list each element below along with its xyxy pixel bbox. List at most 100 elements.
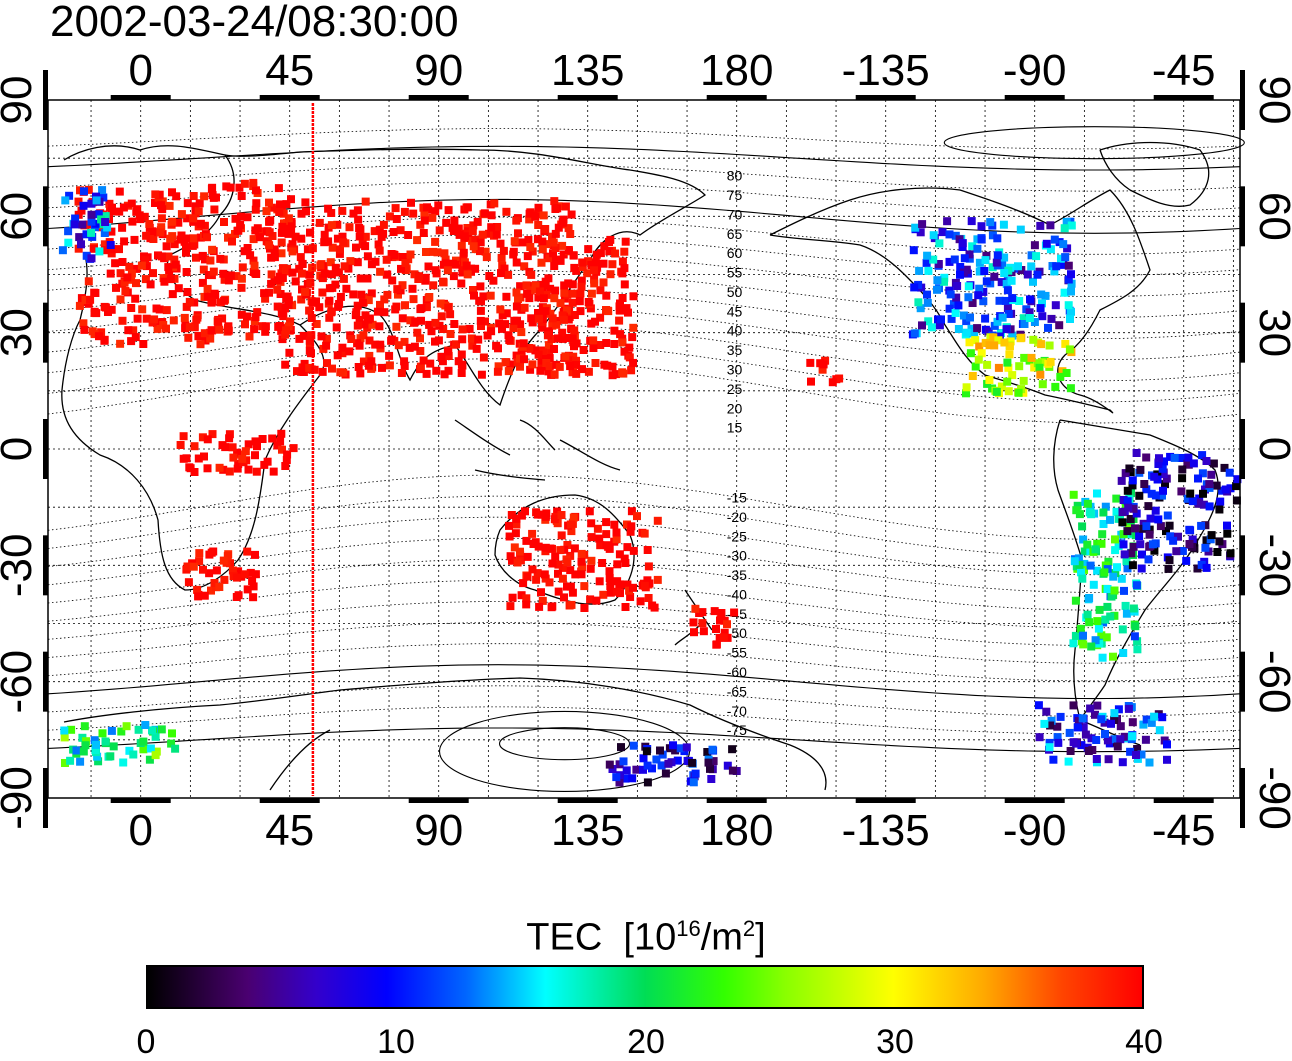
mlat-label-south: -25 [727, 528, 747, 544]
tec-cell [622, 766, 631, 775]
tec-cell [1051, 382, 1060, 391]
tec-cell [968, 372, 977, 380]
tec-cell [156, 228, 165, 237]
tec-cell [1194, 498, 1203, 507]
tec-cell [338, 206, 347, 215]
tec-cell [1056, 712, 1065, 721]
tec-cell [1233, 475, 1242, 484]
tec-cell [283, 450, 292, 459]
tec-cell [1014, 262, 1022, 271]
y-tick-label-left: -90 [0, 766, 41, 830]
tec-cell [182, 243, 190, 252]
tec-cell [511, 529, 520, 538]
tec-cell [400, 362, 409, 370]
tec-cell [1114, 705, 1123, 714]
tec-cell [937, 315, 945, 324]
tec-cell [133, 205, 142, 214]
mlat-label-north: 60 [727, 245, 743, 261]
tec-cell [1110, 586, 1119, 595]
tec-cell [1198, 469, 1207, 478]
tec-cell [238, 263, 247, 272]
tec-cell [1161, 480, 1169, 489]
x-tick-label-top: 0 [128, 46, 152, 95]
tec-cell [523, 572, 532, 581]
tec-cell [211, 291, 220, 299]
tec-cell [577, 282, 586, 291]
tec-cell [103, 223, 112, 232]
tec-cell [589, 344, 598, 352]
tec-cell [212, 566, 221, 575]
tec-cell [485, 229, 493, 238]
tec-cell [249, 235, 258, 244]
tec-cell [699, 627, 708, 636]
tec-cell [423, 203, 431, 212]
tec-cell [60, 733, 69, 742]
tec-cell [498, 311, 507, 320]
tec-cell [137, 261, 146, 270]
tec-cell [375, 246, 384, 255]
tec-cell [361, 232, 370, 241]
tec-cell [558, 311, 567, 320]
tec-cell [75, 301, 84, 310]
x-tick-label-bottom: 180 [700, 806, 773, 855]
tec-cell [1119, 496, 1128, 504]
tec-cell [1040, 719, 1049, 728]
tec-cell [538, 245, 547, 254]
tec-cell [1124, 704, 1133, 713]
tec-cell [435, 226, 444, 235]
tec-cell [325, 284, 334, 293]
y-tick-label-left: -60 [0, 650, 41, 714]
tec-cell [956, 270, 964, 279]
tec-cell [548, 559, 557, 568]
tec-cell [486, 291, 495, 300]
tec-cell [86, 295, 95, 304]
tec-cell [130, 235, 139, 244]
tec-cell [1145, 530, 1154, 539]
tec-cell [935, 239, 944, 248]
tec-cell [927, 323, 936, 332]
tec-cell [422, 303, 431, 312]
tec-cell [70, 220, 79, 229]
tec-cell [522, 600, 531, 609]
tec-cell [282, 200, 291, 209]
tec-cell [1133, 637, 1142, 646]
tec-cell [1100, 568, 1109, 577]
tec-cell [493, 367, 502, 376]
tec-cell [1067, 279, 1076, 288]
tec-cell [328, 243, 337, 252]
tec-cell [566, 230, 575, 238]
tec-cell [507, 511, 516, 519]
tec-cell [569, 251, 578, 260]
tec-cell [1032, 252, 1041, 261]
tec-cell [1049, 755, 1058, 764]
tec-cell [1097, 539, 1106, 548]
mlat-contour [47, 216, 1241, 255]
tec-cell [544, 341, 553, 350]
tec-cell [416, 347, 425, 355]
tec-cell [1122, 557, 1131, 566]
tec-cell [554, 587, 563, 596]
tec-cell [87, 217, 96, 226]
tec-cell [806, 358, 815, 367]
tec-cell [98, 186, 107, 195]
tec-cell [1151, 506, 1160, 515]
tec-cell [338, 349, 347, 358]
tec-cell [1132, 581, 1141, 590]
tec-cell [265, 217, 274, 226]
tec-cell [1123, 486, 1132, 495]
tec-cell [141, 256, 150, 265]
tec-cell [64, 238, 73, 247]
tec-cell [708, 745, 717, 754]
tec-cell [323, 359, 331, 368]
tec-cell [523, 552, 532, 561]
tec-cell [1046, 221, 1055, 230]
tec-cell [728, 766, 737, 775]
tec-cell [332, 323, 341, 332]
tec-cell [220, 575, 229, 584]
tec-cell [129, 326, 138, 335]
tec-cell [468, 341, 477, 350]
tec-cell [1103, 602, 1112, 611]
tec-cell [1074, 554, 1083, 563]
tec-cell [1078, 574, 1087, 583]
